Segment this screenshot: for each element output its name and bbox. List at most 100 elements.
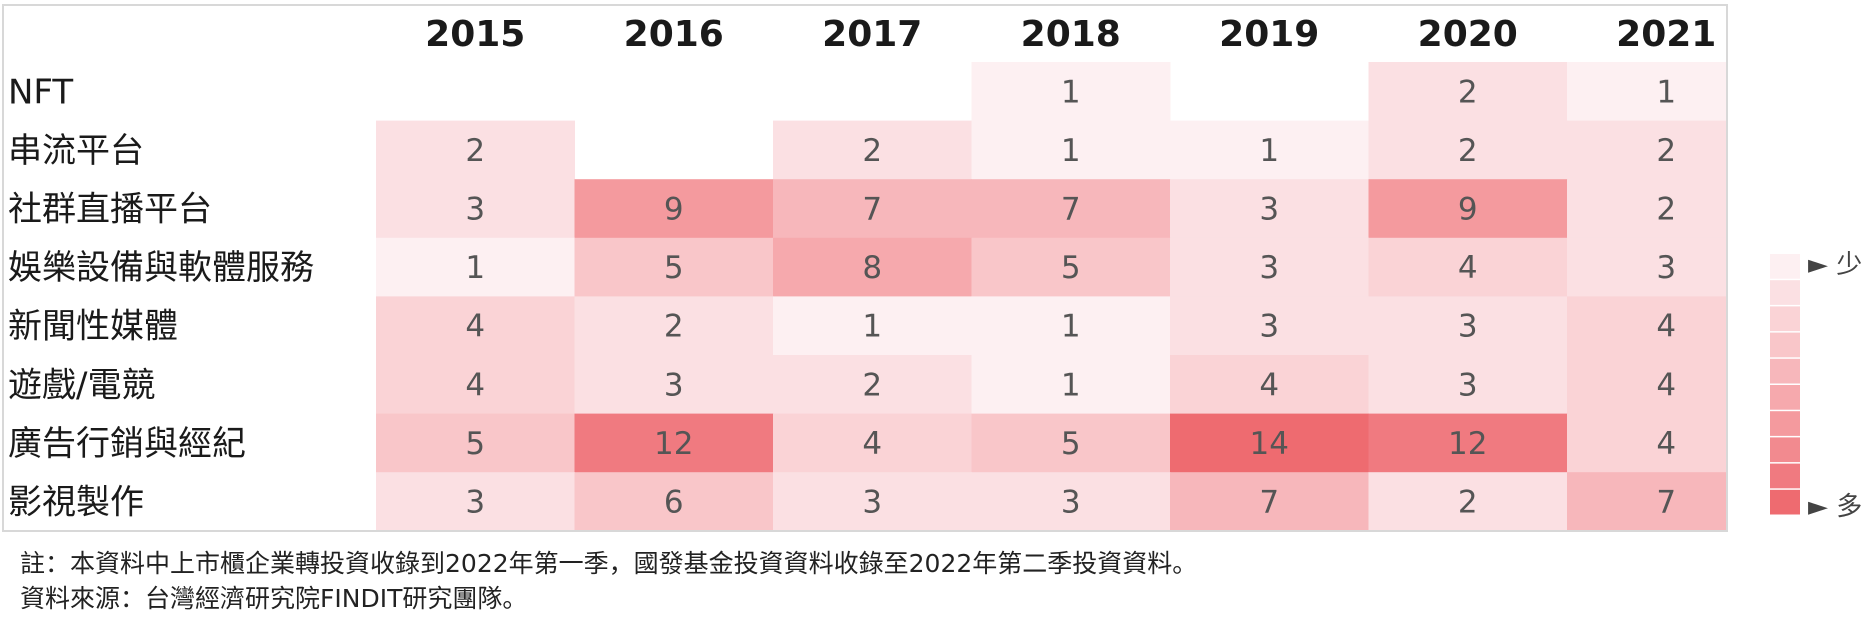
cell-value: 3 bbox=[1458, 367, 1478, 403]
cell-value: 3 bbox=[862, 485, 882, 521]
heatmap-cell bbox=[574, 179, 774, 239]
cell-value: 3 bbox=[1656, 250, 1676, 286]
heatmap-cell bbox=[1368, 179, 1568, 239]
cell-value: 3 bbox=[1259, 309, 1279, 345]
cell-value: 3 bbox=[465, 485, 485, 521]
legend-low-label: ► 少 bbox=[1808, 250, 1863, 280]
cell-value: 1 bbox=[1656, 74, 1676, 110]
column-header: 2016 bbox=[624, 14, 724, 55]
cell-value: 1 bbox=[1061, 367, 1081, 403]
legend-swatch bbox=[1770, 358, 1800, 384]
heatmap-cell bbox=[1170, 413, 1369, 473]
cell-value: 4 bbox=[862, 426, 882, 462]
heatmap-cell bbox=[1567, 355, 1766, 415]
legend-swatch bbox=[1770, 332, 1800, 358]
cell-value: 3 bbox=[465, 192, 485, 228]
heatmap-cell bbox=[773, 413, 972, 473]
column-header: 2017 bbox=[822, 14, 922, 55]
cell-value: 2 bbox=[664, 309, 684, 345]
heatmap-cell bbox=[376, 472, 575, 532]
heatmap-cell bbox=[1567, 179, 1766, 239]
cell-value: 3 bbox=[1458, 309, 1478, 345]
cell-value: 3 bbox=[1259, 192, 1279, 228]
legend-swatch bbox=[1770, 385, 1800, 410]
cell-value: 2 bbox=[1458, 74, 1478, 110]
heatmap-cell bbox=[1368, 237, 1568, 297]
heatmap-cell bbox=[1567, 413, 1766, 473]
color-scale-legend bbox=[1770, 254, 1800, 515]
heatmap-cell bbox=[1368, 62, 1568, 122]
heatmap-cell bbox=[971, 355, 1171, 415]
heatmap-cell bbox=[1368, 472, 1568, 532]
cell-value: 2 bbox=[465, 133, 485, 169]
legend-swatch bbox=[1770, 306, 1800, 332]
heatmap-cell bbox=[773, 120, 972, 180]
row-label: 廣告行銷與經紀 bbox=[8, 424, 246, 464]
row-label: 娛樂設備與軟體服務 bbox=[8, 248, 314, 288]
cell-value: 2 bbox=[1458, 485, 1478, 521]
cell-value: 3 bbox=[1259, 250, 1279, 286]
chart-frame: 2015 2016 2017 2018 2019 2020 2021 NFT 1 2 1 串流平台 2 2… bbox=[2, 4, 1766, 532]
cell-value: 4 bbox=[1656, 309, 1676, 345]
cell-value: 1 bbox=[862, 309, 882, 345]
legend-swatch bbox=[1770, 280, 1800, 305]
row-label: 新聞性媒體 bbox=[8, 307, 178, 347]
cell-value: 1 bbox=[465, 250, 485, 286]
heatmap-cell bbox=[1170, 472, 1369, 532]
cell-value: 14 bbox=[1250, 426, 1289, 462]
heatmap-cell bbox=[1170, 237, 1369, 297]
heatmap-cell bbox=[376, 120, 575, 180]
column-header: 2019 bbox=[1219, 14, 1319, 55]
heatmap-cell bbox=[1170, 179, 1369, 239]
heatmap-cell bbox=[773, 237, 972, 297]
heatmap-cell bbox=[574, 472, 774, 532]
heatmap-cell bbox=[376, 179, 575, 239]
cell-value: 1 bbox=[1061, 74, 1081, 110]
heatmap-cell bbox=[376, 296, 575, 356]
source-note: 資料來源：台灣經濟研究院FINDIT研究團隊。 bbox=[20, 584, 528, 613]
cell-value: 5 bbox=[1061, 250, 1081, 286]
cell-value: 5 bbox=[465, 426, 485, 462]
row-label: 影視製作 bbox=[8, 483, 144, 523]
cell-value: 4 bbox=[1656, 426, 1676, 462]
legend-swatch bbox=[1770, 489, 1800, 515]
cell-value: 2 bbox=[862, 133, 882, 169]
cell-value: 1 bbox=[1061, 309, 1081, 345]
heatmap-cell bbox=[971, 413, 1171, 473]
heatmap-cell bbox=[1567, 472, 1766, 532]
heatmap-cell bbox=[1170, 120, 1369, 180]
cell-value: 9 bbox=[1458, 192, 1478, 228]
heatmap-cell bbox=[1368, 296, 1568, 356]
heatmap-cell bbox=[971, 62, 1171, 122]
cell-value: 1 bbox=[1259, 133, 1279, 169]
heatmap-cell bbox=[971, 296, 1171, 356]
cell-value: 12 bbox=[654, 426, 693, 462]
legend-swatch bbox=[1770, 437, 1800, 463]
heatmap-cell bbox=[971, 120, 1171, 180]
legend-high-label: ► 多 bbox=[1808, 492, 1863, 522]
cell-value: 4 bbox=[1259, 367, 1279, 403]
heatmap-cell bbox=[574, 296, 774, 356]
cell-value: 3 bbox=[664, 367, 684, 403]
heatmap-cell bbox=[1170, 355, 1369, 415]
heatmap-cell bbox=[1567, 120, 1766, 180]
cell-value: 6 bbox=[664, 485, 684, 521]
row-label: NFT bbox=[8, 72, 73, 112]
cell-value: 5 bbox=[664, 250, 684, 286]
heatmap-cell bbox=[574, 413, 774, 473]
cell-value: 1 bbox=[1061, 133, 1081, 169]
cell-value: 2 bbox=[1656, 133, 1676, 169]
heatmap-cell bbox=[971, 472, 1171, 532]
heatmap-cell bbox=[1368, 355, 1568, 415]
row-label: 遊戲/電競 bbox=[8, 365, 155, 405]
cell-value: 3 bbox=[1061, 485, 1081, 521]
cell-value: 7 bbox=[1656, 485, 1676, 521]
column-header: 2021 bbox=[1616, 14, 1716, 55]
heatmap-cell bbox=[971, 237, 1171, 297]
heatmap-cell bbox=[1567, 296, 1766, 356]
cell-value: 4 bbox=[465, 367, 485, 403]
legend-swatch bbox=[1770, 463, 1800, 489]
cell-value: 4 bbox=[1458, 250, 1478, 286]
cell-value: 12 bbox=[1448, 426, 1487, 462]
